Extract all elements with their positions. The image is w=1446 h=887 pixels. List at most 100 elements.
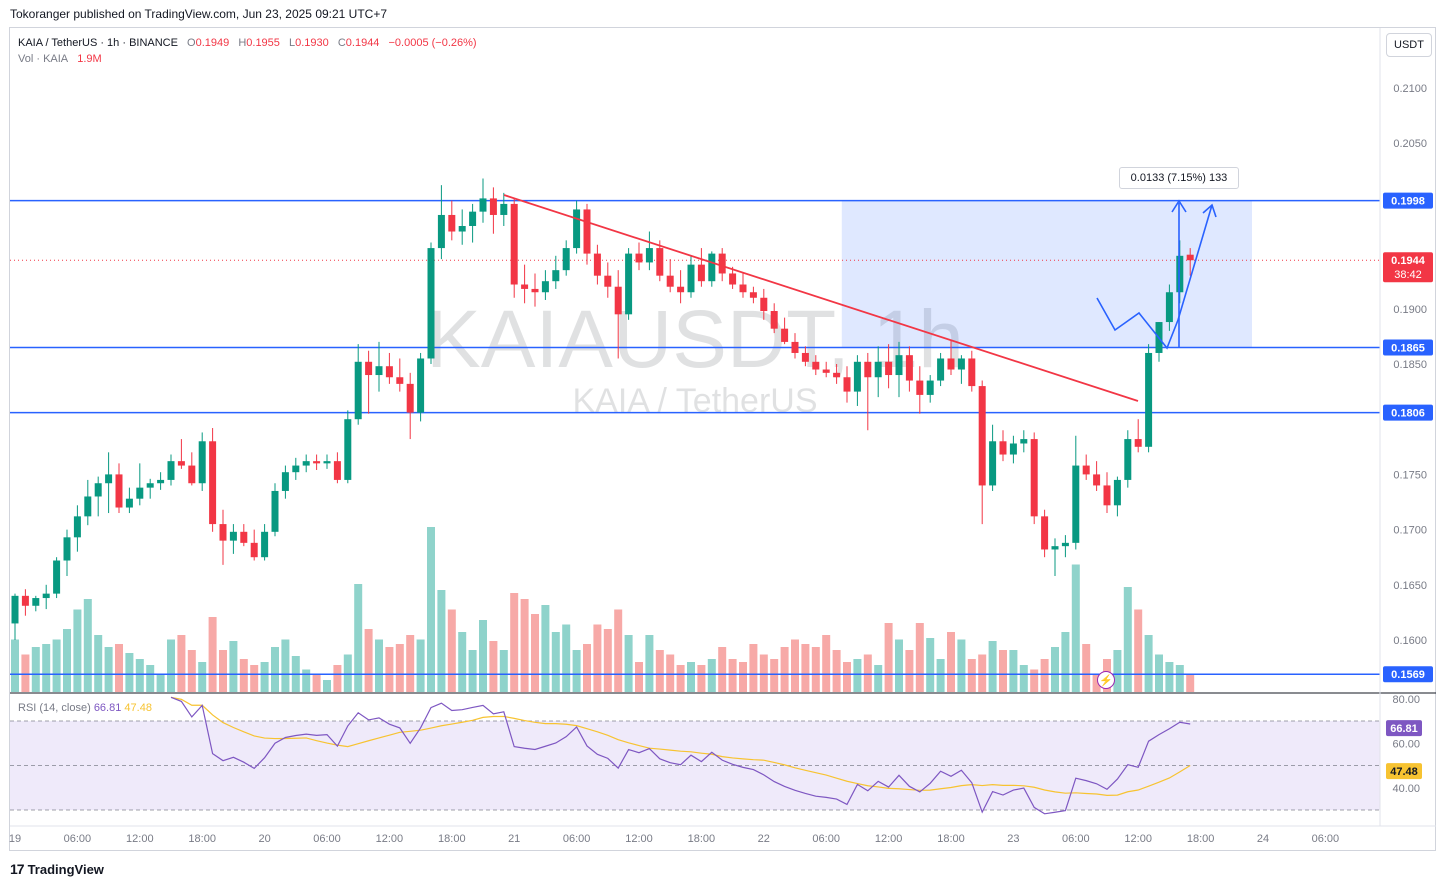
candle-body — [989, 441, 997, 486]
time-tick-label: 06:00 — [313, 833, 341, 845]
volume-bar — [541, 605, 550, 692]
volume-bar — [1092, 674, 1101, 692]
candle-body — [1051, 546, 1059, 550]
volume-bar — [926, 638, 935, 692]
volume-bar — [510, 593, 519, 692]
candle-body — [21, 595, 29, 606]
volume-bar — [229, 641, 238, 692]
rsi-ma-value: 47.48 — [124, 702, 152, 714]
candle-body — [1145, 352, 1153, 447]
volume-bar — [520, 599, 529, 692]
time-tick-label: 06:00 — [1062, 833, 1090, 845]
candle-body — [177, 461, 185, 466]
volume-bar — [208, 617, 217, 692]
candle-body — [625, 253, 633, 315]
change-value: −0.0005 (−0.26%) — [388, 37, 477, 49]
time-tick-label: 20 — [258, 833, 270, 845]
rsi-ma-tag — [1386, 763, 1422, 780]
candle-body — [11, 595, 19, 624]
last-price-tag — [1383, 252, 1433, 283]
candle-body — [645, 248, 653, 263]
volume-label[interactable]: Vol · KAIA — [18, 53, 69, 65]
tradingview-logo-icon: 17 — [10, 861, 25, 877]
candle-body — [417, 358, 425, 413]
candle-body — [365, 361, 373, 376]
measure-tooltip: 0.0133 (7.15%) 133 — [1119, 167, 1239, 189]
time-tick-label: 06:00 — [1312, 833, 1340, 845]
volume-bar — [427, 527, 435, 692]
candle-body — [63, 537, 71, 561]
currency-button[interactable]: USDT — [1386, 33, 1432, 57]
candle-body — [479, 198, 487, 212]
volume-bar — [1009, 650, 1018, 692]
candle-body — [812, 361, 820, 370]
price-tick-label: 0.1650 — [1393, 580, 1427, 592]
publisher-line: Tokoranger published on TradingView.com,… — [10, 7, 388, 21]
candle-body — [708, 253, 716, 282]
volume-bar — [94, 635, 103, 692]
volume-bar — [884, 623, 893, 692]
volume-bar — [312, 674, 321, 692]
candle-body — [125, 498, 133, 508]
volume-bar — [1175, 665, 1184, 692]
time-tick-label: 23 — [1007, 833, 1019, 845]
candle-body — [281, 472, 289, 491]
candle-body — [209, 441, 217, 525]
candle-body — [375, 366, 383, 376]
projection-box — [841, 200, 1252, 348]
candle-body — [105, 474, 113, 484]
volume-bar — [42, 644, 51, 692]
time-tick-label: 18:00 — [688, 833, 716, 845]
volume-bar — [437, 590, 446, 692]
time-tick-label: 06:00 — [812, 833, 840, 845]
rsi-legend[interactable]: RSI (14, close) 66.81 47.48 — [18, 702, 152, 714]
candle-body — [614, 286, 622, 315]
volume-bar — [333, 665, 342, 692]
close-label: C — [337, 37, 346, 49]
candle-body — [916, 380, 924, 395]
volume-bar — [125, 653, 134, 692]
candle-body — [822, 369, 830, 373]
candle-body — [656, 248, 664, 276]
candle-body — [770, 311, 778, 329]
lightning-icon[interactable]: ⚡ — [1097, 671, 1115, 689]
volume-bar — [770, 659, 779, 692]
candle-body — [853, 361, 861, 392]
candle-body — [489, 198, 497, 215]
candle-body — [396, 377, 404, 384]
candle-body — [999, 441, 1007, 455]
rsi-value: 66.81 — [93, 702, 122, 714]
volume-bar — [676, 665, 685, 692]
chart-frame — [9, 27, 1436, 851]
level-price-tag — [1383, 666, 1433, 683]
candle-body — [1186, 254, 1194, 261]
level-price-label: 0.1998 — [1391, 196, 1425, 208]
candle-body — [1041, 516, 1049, 550]
time-tick-label: 12:00 — [625, 833, 653, 845]
volume-bar — [666, 654, 675, 692]
time-tick-label: 18:00 — [438, 833, 466, 845]
candle-body — [32, 598, 40, 606]
candle-body — [250, 542, 258, 558]
candle-body — [666, 275, 674, 287]
level-price-tag — [1383, 339, 1433, 356]
volume-bar — [572, 650, 581, 692]
volume-bar — [63, 629, 71, 692]
candle-body — [344, 419, 352, 480]
volume-bar — [988, 641, 997, 692]
candle-body — [115, 474, 123, 508]
candle-body — [874, 361, 882, 378]
rsi-label: RSI (14, close) — [18, 702, 91, 714]
volume-bar — [593, 624, 602, 692]
candle-body — [437, 214, 445, 249]
candle-body — [1093, 474, 1101, 486]
volume-bar — [999, 650, 1007, 692]
price-tick-label: 0.1850 — [1393, 359, 1427, 371]
time-tick-label: 21 — [508, 833, 520, 845]
tradingview-brand[interactable]: 17 TradingView — [10, 861, 104, 877]
candle-body — [978, 386, 986, 486]
candle-body — [42, 593, 50, 599]
volume-bar — [135, 659, 144, 692]
symbol-label[interactable]: KAIA / TetherUS · 1h · BINANCE — [18, 37, 178, 49]
